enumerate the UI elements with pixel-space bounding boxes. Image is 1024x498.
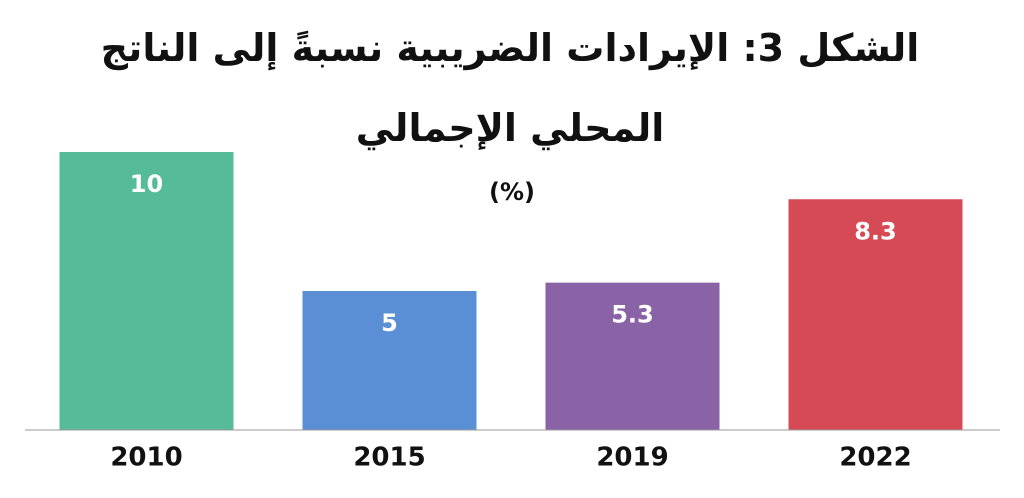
- value-label: 10: [130, 170, 163, 198]
- x-tick-label: 2015: [353, 443, 425, 473]
- chart-subtitle: (%): [489, 178, 535, 206]
- value-label: 8.3: [854, 217, 897, 245]
- value-label: 5.3: [611, 301, 654, 329]
- bar: [788, 199, 963, 430]
- x-tick-label: 2022: [839, 443, 911, 473]
- x-tick-label: 2019: [596, 443, 668, 473]
- x-tick-label: 2010: [110, 443, 182, 473]
- bar: [59, 152, 234, 430]
- bar: [302, 291, 477, 430]
- chart-title: الشكل 3: الإيرادات الضريبية نسبةً إلى ال…: [100, 26, 920, 150]
- value-label: 5: [381, 309, 398, 337]
- bar: [545, 282, 720, 430]
